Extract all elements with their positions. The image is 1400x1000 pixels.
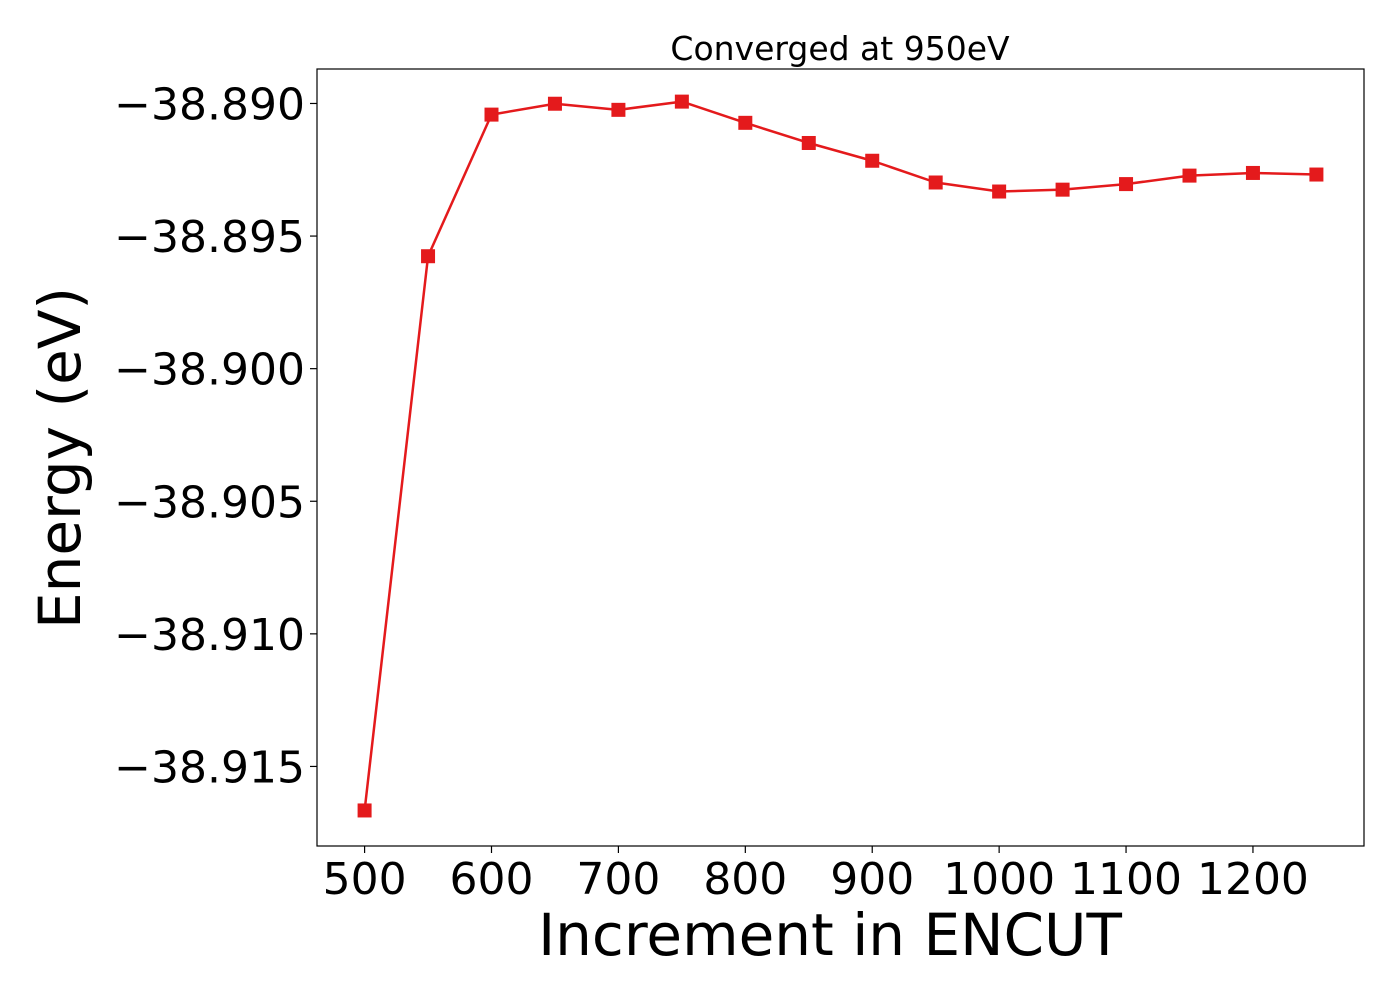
plot-area xyxy=(316,68,1365,847)
y-tick-label: −38.910 xyxy=(114,610,305,661)
x-axis: 500 600 700 800 900 1000 1100 1200 xyxy=(323,846,1309,905)
data-point-marker xyxy=(1119,177,1134,192)
x-tick-label: 1200 xyxy=(1197,854,1309,905)
series-line-group xyxy=(363,100,1317,811)
y-axis: −38.915 −38.910 −38.905 −38.900 −38.895 −38.8… xyxy=(114,79,317,793)
data-point-marker xyxy=(484,107,499,122)
x-tick-label: 800 xyxy=(703,854,787,905)
x-axis-label: Increment in ENCUT xyxy=(538,901,1122,969)
data-point-marker xyxy=(611,102,626,117)
data-point-marker xyxy=(1309,167,1324,182)
series-markers-group xyxy=(357,94,1324,818)
y-tick-label: −38.890 xyxy=(114,79,305,130)
x-tick-label: 700 xyxy=(576,854,660,905)
series-line xyxy=(363,100,1317,811)
data-point-marker xyxy=(1055,182,1070,197)
y-tick-label: −38.900 xyxy=(114,345,305,396)
data-point-marker xyxy=(547,96,562,111)
data-point-marker xyxy=(1182,168,1197,183)
plot-frame xyxy=(316,68,1365,847)
y-axis-label: Energy (eV) xyxy=(26,287,94,629)
data-point-marker xyxy=(992,184,1007,199)
x-tick-label: 500 xyxy=(323,854,407,905)
x-tick-label: 900 xyxy=(830,854,914,905)
data-point-marker xyxy=(928,175,943,190)
x-tick-label: 1000 xyxy=(943,854,1055,905)
data-point-marker xyxy=(738,115,753,130)
x-tick-label: 1100 xyxy=(1070,854,1182,905)
chart-title: Converged at 950eV xyxy=(670,29,1010,68)
y-tick-label: −38.915 xyxy=(114,742,305,793)
y-tick-label: −38.905 xyxy=(114,477,305,528)
data-point-marker xyxy=(674,94,689,109)
data-point-marker xyxy=(1245,165,1260,180)
data-point-marker xyxy=(421,249,436,264)
data-point-marker xyxy=(865,153,880,168)
y-tick-label: −38.895 xyxy=(114,212,305,263)
data-point-marker xyxy=(357,803,372,818)
data-point-marker xyxy=(801,135,816,150)
x-tick-label: 600 xyxy=(450,854,534,905)
